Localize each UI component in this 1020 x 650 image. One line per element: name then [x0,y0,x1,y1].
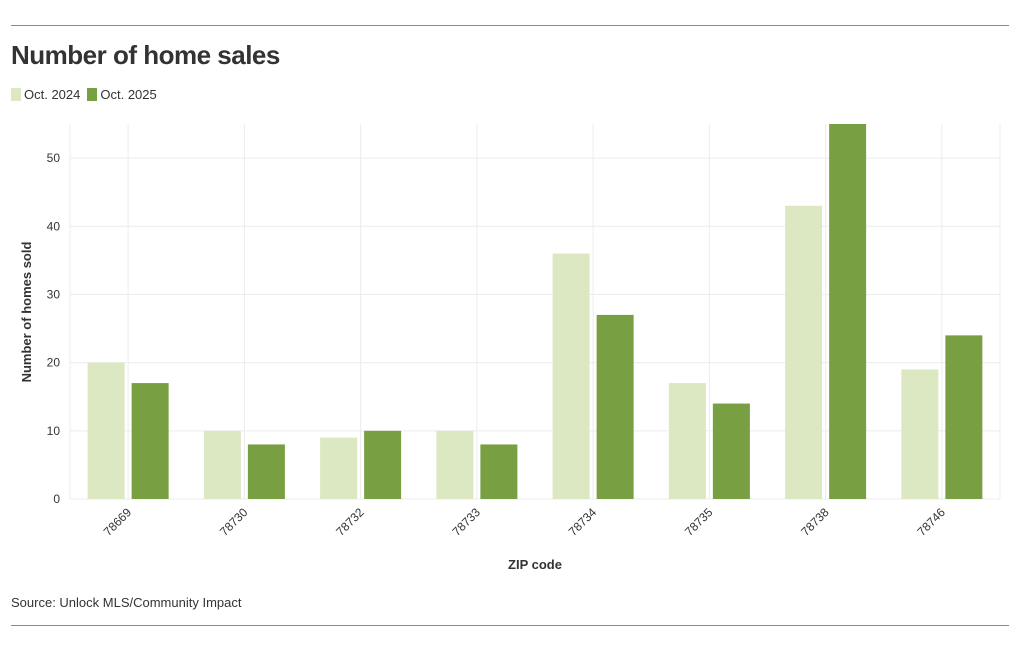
y-tick-label: 50 [47,151,61,165]
bar-78669-2025 [131,383,169,499]
bar-78734-2025 [596,314,634,499]
bar-78732-2025 [364,430,402,499]
bar-78733-2024 [436,430,474,499]
bar-78735-2024 [668,383,706,499]
y-tick-label: 0 [53,492,60,506]
x-tick-label: 78734 [566,505,600,539]
x-tick-label: 78733 [449,505,483,539]
bar-78738-2024 [785,205,823,499]
bar-78734-2024 [552,253,590,499]
y-axis-title: Number of homes sold [19,242,34,383]
bar-78735-2025 [712,403,750,499]
x-tick-label: 78738 [798,505,832,539]
bar-78733-2025 [480,444,518,499]
chart-title: Number of home sales [11,40,280,70]
y-axis-ticks: 0 10 20 30 40 50 [47,151,61,506]
bar-78738-2025 [829,124,867,499]
source-note: Source: Unlock MLS/Community Impact [11,595,242,610]
bar-78669-2024 [87,362,125,499]
legend-swatch-2025 [87,88,98,101]
x-tick-label: 78746 [914,505,948,539]
y-tick-label: 30 [47,287,61,301]
x-axis-title: ZIP code [508,557,562,572]
chart-legend: Oct. 2024 Oct. 2025 [11,87,164,102]
legend-item-2025: Oct. 2025 [87,87,157,102]
y-tick-label: 40 [47,219,61,233]
x-tick-label: 78669 [101,505,135,539]
bar-78746-2024 [901,369,939,499]
x-tick-label: 78735 [682,505,716,539]
legend-label-2024: Oct. 2024 [24,87,81,102]
bar-78730-2024 [203,430,241,499]
y-tick-label: 20 [47,356,61,370]
legend-label-2025: Oct. 2025 [100,87,157,102]
x-axis-ticks: 78669 78730 78732 78733 78734 78735 78738 78746 [101,505,948,539]
x-tick-label: 78730 [217,505,251,539]
legend-swatch-2024 [11,88,21,101]
top-divider [11,25,1009,26]
y-tick-label: 10 [47,424,61,438]
bar-78732-2024 [320,437,358,499]
bottom-divider [11,625,1009,626]
bar-78746-2025 [945,335,983,499]
legend-item-2024: Oct. 2024 [11,87,80,102]
x-tick-label: 78732 [333,505,367,539]
bar-78730-2025 [247,444,285,499]
bars [87,124,983,499]
